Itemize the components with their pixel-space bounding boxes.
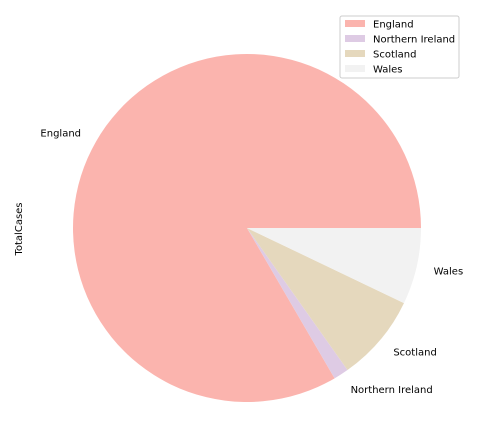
pie-slice-england [72,53,421,402]
legend-label-england: England [373,20,414,31]
legend: England Northern Ireland Scotland Wales [339,15,460,79]
legend-swatch-england [345,20,365,27]
slice-label-northern-ireland: Northern Ireland [351,385,433,396]
legend-frame [339,15,460,79]
legend-swatch-scotland [345,50,365,57]
legend-items: England Northern Ireland Scotland Wales [345,20,455,76]
legend-label-scotland: Scotland [373,50,416,61]
slice-labels: England Northern Ireland Scotland Wales [40,129,463,396]
pie-slice-northern-ireland [247,228,348,379]
slice-label-wales: Wales [434,266,464,277]
legend-label-wales: Wales [373,65,403,76]
legend-swatch-wales [345,65,365,72]
slice-label-england: England [40,129,81,140]
pie-slice-wales [247,228,421,304]
slice-label-scotland: Scotland [393,347,436,358]
legend-label-northern-ireland: Northern Ireland [373,35,455,46]
y-axis-label: TotalCases [14,202,25,256]
legend-swatch-northern-ireland [345,35,365,42]
pie-slice-scotland [247,228,404,371]
pie-slices [72,53,421,402]
